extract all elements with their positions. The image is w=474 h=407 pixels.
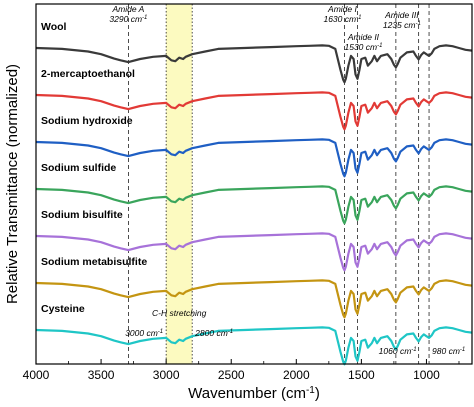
x-tick-label-2500: 2500 bbox=[218, 368, 245, 382]
series-line-3 bbox=[35, 185, 473, 225]
series-line-4 bbox=[35, 232, 473, 272]
annotation-ch-stretching: C-H stretching bbox=[152, 308, 207, 318]
x-tick-label-1000: 1000 bbox=[413, 368, 440, 382]
series-label-3: Sodium sulfide bbox=[41, 162, 116, 174]
x-tick-label-4000: 4000 bbox=[23, 368, 50, 382]
y-axis-title: Relative Transmittance (normalized) bbox=[4, 64, 21, 304]
annotation-amide-ii-value: 1530 cm-1 bbox=[344, 42, 382, 52]
x-axis-title-tail: ) bbox=[315, 385, 320, 402]
series-line-2 bbox=[35, 138, 473, 178]
annotation-amide-i-value: 1630 cm-1 bbox=[323, 14, 361, 24]
annotation-amide-iii-title: Amide III bbox=[384, 10, 419, 20]
ch-stretching-band bbox=[166, 4, 193, 364]
axis-layer: 4000 3500 3000 2500 2000 1500 1000 bbox=[23, 359, 460, 382]
annotation-amide-a-value: 3290 cm-1 bbox=[109, 14, 147, 24]
series-line-0 bbox=[35, 44, 473, 84]
annotation-1060: 1060 cm-1 bbox=[379, 346, 417, 356]
annotation-2800: 2800 cm-1 bbox=[194, 328, 233, 338]
annotation-amide-ii-title: Amide II bbox=[347, 32, 380, 42]
annotation-amide-iii-value: 1235 cm-1 bbox=[383, 20, 421, 30]
x-tick-label-3000: 3000 bbox=[153, 368, 180, 382]
x-tick-label-3500: 3500 bbox=[88, 368, 115, 382]
series-label-2: Sodium hydroxide bbox=[41, 115, 133, 127]
annotation-980: 980 cm-1 bbox=[432, 346, 465, 356]
series-label-1: 2-mercaptoethanol bbox=[41, 68, 135, 80]
annotation-3000: 3000 cm-1 bbox=[125, 328, 163, 338]
annotation-amide-a-title: Amide A bbox=[111, 4, 144, 14]
x-tick-label-1500: 1500 bbox=[348, 368, 375, 382]
plot-frame bbox=[35, 3, 473, 365]
highlight-band-layer bbox=[166, 4, 193, 364]
series-label-0: Wool bbox=[41, 21, 67, 33]
x-axis-title: Wavenumber (cm-1) bbox=[188, 385, 320, 403]
series-label-4: Sodium bisulfite bbox=[41, 209, 123, 221]
series-labels-layer: Wool 2-mercaptoethanol Sodium hydroxide Sod… bbox=[41, 21, 147, 315]
series-line-5 bbox=[35, 279, 473, 319]
series-label-5: Sodium metabisulfite bbox=[41, 256, 147, 268]
series-line-6 bbox=[35, 326, 473, 366]
annotation-amide-i-title: Amide I bbox=[327, 4, 357, 14]
series-line-1 bbox=[35, 91, 473, 131]
x-axis-title-main: Wavenumber (cm bbox=[188, 385, 306, 402]
series-layer bbox=[35, 44, 473, 366]
x-tick-label-2000: 2000 bbox=[283, 368, 310, 382]
reference-lines-layer bbox=[128, 4, 430, 364]
series-label-6: Cysteine bbox=[41, 303, 85, 315]
x-axis-title-sup: -1 bbox=[306, 385, 315, 396]
